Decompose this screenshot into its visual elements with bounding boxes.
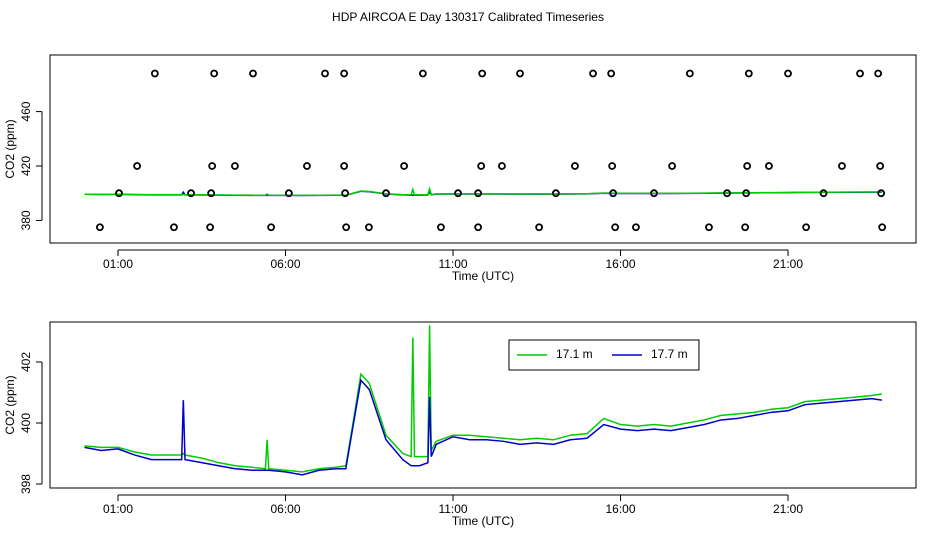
data-point bbox=[571, 162, 579, 170]
x-tick-label: 11:00 bbox=[438, 257, 467, 271]
data-point bbox=[474, 189, 483, 198]
data-point bbox=[877, 189, 886, 198]
data-point bbox=[668, 162, 677, 170]
x-tick-label: 21:00 bbox=[773, 502, 803, 516]
data-point bbox=[741, 223, 750, 232]
chart-title: HDP AIRCOA E Day 130317 Calibrated Times… bbox=[332, 10, 604, 24]
data-point bbox=[632, 223, 640, 232]
data-point bbox=[474, 223, 483, 232]
y-tick-label: 380 bbox=[19, 210, 33, 230]
data-point bbox=[284, 189, 293, 198]
y-tick-label: 398 bbox=[19, 474, 33, 494]
y-tick-label: 420 bbox=[19, 156, 33, 176]
data-point bbox=[723, 189, 731, 198]
legend-label: 17.1 m bbox=[556, 347, 593, 361]
plot-frame bbox=[49, 321, 917, 489]
data-point bbox=[206, 223, 215, 232]
data-point bbox=[321, 69, 329, 78]
data-point bbox=[705, 223, 713, 232]
data-point bbox=[856, 69, 864, 78]
y-tick-label: 400 bbox=[19, 413, 33, 433]
data-point bbox=[115, 189, 123, 198]
data-point bbox=[267, 223, 276, 232]
x-tick-label: 01:00 bbox=[103, 257, 133, 271]
data-point bbox=[210, 69, 219, 78]
data-point bbox=[838, 162, 846, 170]
x-tick-label: 06:00 bbox=[270, 502, 300, 516]
x-tick-label: 16:00 bbox=[606, 257, 636, 271]
data-point bbox=[878, 223, 887, 232]
data-point bbox=[742, 189, 751, 198]
data-point bbox=[876, 162, 885, 170]
data-point bbox=[340, 69, 349, 78]
data-point bbox=[231, 162, 239, 170]
x-axis-title: Time (UTC) bbox=[452, 514, 514, 528]
x-tick-label: 11:00 bbox=[438, 502, 467, 516]
data-point bbox=[874, 69, 883, 78]
y-tick-label: 460 bbox=[19, 101, 33, 121]
data-point bbox=[249, 69, 257, 78]
data-point bbox=[477, 162, 486, 170]
data-point bbox=[609, 189, 618, 198]
data-point bbox=[418, 69, 427, 78]
data-point bbox=[498, 162, 506, 170]
x-axis-title: Time (UTC) bbox=[452, 269, 514, 283]
data-point bbox=[208, 162, 217, 170]
plot-frame bbox=[49, 54, 917, 244]
data-line bbox=[84, 378, 882, 476]
data-point bbox=[744, 69, 753, 78]
data-line bbox=[84, 186, 882, 197]
data-point bbox=[400, 162, 409, 170]
data-point bbox=[611, 223, 620, 232]
data-point bbox=[437, 223, 445, 232]
data-point bbox=[608, 162, 617, 170]
data-point bbox=[133, 162, 142, 170]
data-point bbox=[454, 189, 462, 198]
data-point bbox=[303, 162, 311, 170]
data-point bbox=[802, 223, 811, 232]
data-point bbox=[784, 69, 792, 78]
data-point bbox=[650, 189, 658, 198]
data-point bbox=[685, 69, 694, 78]
data-point bbox=[535, 223, 544, 232]
data-point bbox=[96, 223, 104, 232]
legend-label: 17.7 m bbox=[651, 347, 688, 361]
data-point bbox=[607, 69, 616, 78]
data-point bbox=[765, 162, 773, 170]
x-tick-label: 16:00 bbox=[606, 502, 636, 516]
data-point bbox=[187, 189, 195, 198]
data-point bbox=[743, 162, 752, 170]
data-point bbox=[170, 223, 178, 232]
data-point bbox=[150, 69, 159, 78]
y-tick-label: 402 bbox=[19, 352, 33, 372]
data-point bbox=[551, 189, 560, 198]
data-point bbox=[342, 223, 351, 232]
data-point bbox=[341, 189, 350, 198]
x-tick-label: 06:00 bbox=[270, 257, 300, 271]
data-point bbox=[516, 69, 524, 78]
data-point bbox=[365, 223, 373, 232]
data-point bbox=[340, 162, 349, 170]
data-point bbox=[819, 189, 828, 198]
data-point bbox=[382, 189, 390, 198]
data-point bbox=[207, 189, 216, 198]
x-tick-label: 21:00 bbox=[773, 257, 803, 271]
y-axis-title: CO2 (ppm) bbox=[3, 375, 17, 434]
y-axis-title: CO2 (ppm) bbox=[3, 119, 17, 178]
data-point bbox=[589, 69, 597, 78]
data-point bbox=[478, 69, 487, 78]
x-tick-label: 01:00 bbox=[103, 502, 133, 516]
